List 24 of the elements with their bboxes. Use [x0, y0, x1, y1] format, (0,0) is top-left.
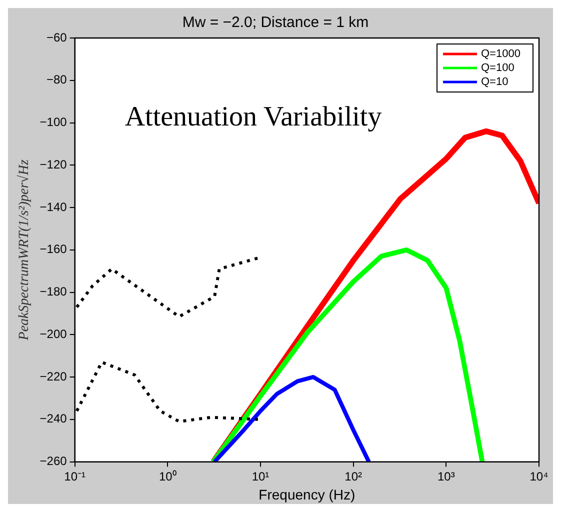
annotation: Attenuation Variability: [124, 101, 382, 132]
legend-label: Q=1000: [481, 48, 520, 60]
x-tick-label: 10¹: [252, 469, 270, 484]
x-tick-label: 10³: [437, 469, 455, 484]
y-axis-title: PeakSpectrumWRT(1/s²)per√Hz: [16, 159, 32, 342]
y-tick-label: −240: [40, 412, 68, 426]
x-tick-label: 10⁰: [158, 469, 176, 484]
y-tick-label: −180: [40, 284, 68, 299]
y-tick-label: −200: [40, 326, 68, 341]
x-tick-label: 10⁴: [530, 469, 548, 484]
y-tick-label: −80: [46, 72, 68, 87]
y-tick-label: −220: [40, 369, 68, 384]
chart-title: Mw = −2.0; Distance = 1 km: [182, 14, 369, 32]
legend-label: Q=100: [481, 62, 514, 74]
y-tick-label: −260: [40, 454, 68, 468]
y-tick-label: −140: [40, 200, 68, 214]
y-tick-label: −60: [46, 30, 68, 44]
y-tick-label: −120: [40, 157, 68, 172]
legend-label: Q=10: [481, 76, 508, 88]
x-tick-label: 10²: [344, 469, 362, 484]
y-tick-label: −100: [40, 115, 68, 130]
x-axis-title: Frequency (Hz): [258, 486, 356, 502]
x-tick-label: 10⁻¹: [64, 469, 86, 484]
y-tick-label: −160: [40, 242, 68, 256]
